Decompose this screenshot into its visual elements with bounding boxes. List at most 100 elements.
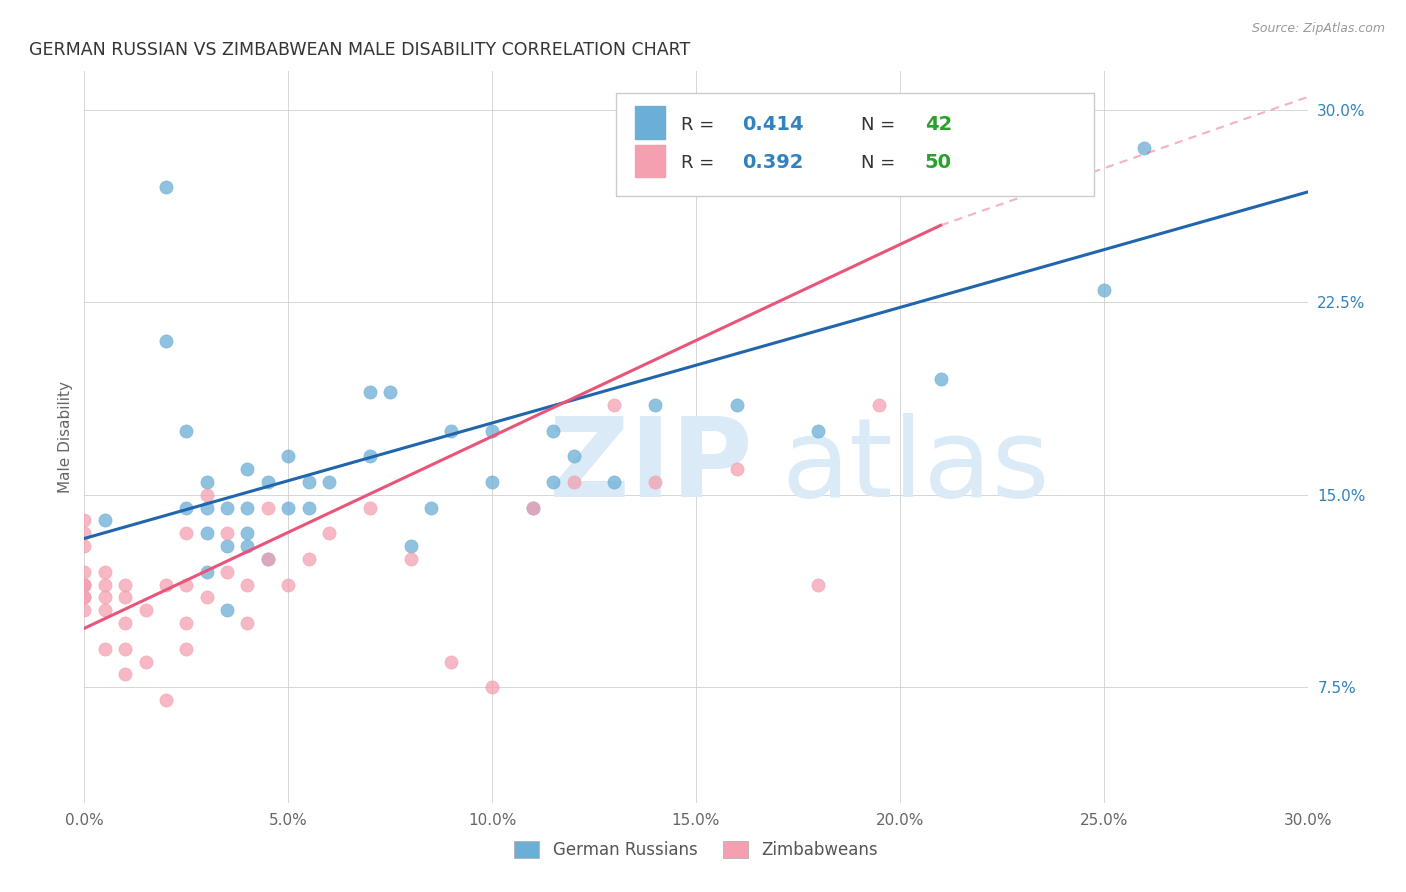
Point: [195, 475, 218, 489]
Point: [114, 616, 136, 631]
Point: [236, 462, 259, 476]
Point: [298, 552, 321, 566]
Point: [73, 577, 96, 591]
Point: [93, 603, 115, 617]
Point: [236, 526, 259, 541]
Point: [277, 500, 299, 515]
Point: [174, 577, 197, 591]
Point: [929, 372, 952, 386]
Point: [155, 179, 177, 194]
Text: 50: 50: [925, 153, 952, 172]
Point: [93, 591, 115, 605]
Point: [277, 577, 299, 591]
Text: GERMAN RUSSIAN VS ZIMBABWEAN MALE DISABILITY CORRELATION CHART: GERMAN RUSSIAN VS ZIMBABWEAN MALE DISABI…: [30, 41, 690, 59]
Point: [73, 591, 96, 605]
Point: [217, 539, 239, 553]
Point: [399, 552, 422, 566]
Point: [481, 681, 503, 695]
Point: [93, 577, 115, 591]
Point: [298, 475, 321, 489]
FancyBboxPatch shape: [636, 106, 665, 139]
Point: [359, 450, 381, 464]
Text: atlas: atlas: [782, 413, 1050, 520]
Point: [174, 424, 197, 438]
Point: [1133, 141, 1156, 155]
Point: [236, 577, 259, 591]
Point: [195, 488, 218, 502]
Point: [318, 475, 340, 489]
Point: [195, 526, 218, 541]
Point: [399, 539, 422, 553]
Point: [359, 500, 381, 515]
Point: [644, 475, 666, 489]
Point: [73, 565, 96, 579]
Point: [174, 641, 197, 656]
Point: [93, 565, 115, 579]
Point: [257, 552, 280, 566]
Point: [522, 500, 544, 515]
Point: [73, 526, 96, 541]
Point: [217, 565, 239, 579]
Point: [440, 424, 463, 438]
Point: [298, 500, 321, 515]
Point: [135, 655, 157, 669]
Point: [440, 655, 463, 669]
Point: [236, 539, 259, 553]
Point: [725, 398, 748, 412]
Point: [93, 641, 115, 656]
Point: [195, 565, 218, 579]
Point: [174, 526, 197, 541]
Text: Source: ZipAtlas.com: Source: ZipAtlas.com: [1251, 22, 1385, 36]
Point: [380, 385, 402, 400]
Point: [543, 424, 565, 438]
Point: [217, 526, 239, 541]
Point: [1092, 283, 1115, 297]
FancyBboxPatch shape: [636, 145, 665, 178]
Text: R =: R =: [682, 116, 720, 134]
Point: [155, 577, 177, 591]
Point: [73, 591, 96, 605]
Point: [236, 616, 259, 631]
Point: [114, 591, 136, 605]
Point: [73, 603, 96, 617]
Point: [277, 450, 299, 464]
Point: [114, 667, 136, 681]
Point: [155, 334, 177, 348]
Point: [236, 500, 259, 515]
Point: [257, 500, 280, 515]
Point: [217, 500, 239, 515]
Point: [543, 475, 565, 489]
Point: [644, 398, 666, 412]
Point: [481, 475, 503, 489]
Point: [257, 475, 280, 489]
Point: [73, 577, 96, 591]
Point: [603, 475, 626, 489]
Text: 0.392: 0.392: [742, 153, 804, 172]
Point: [562, 475, 585, 489]
Point: [155, 693, 177, 707]
Legend: German Russians, Zimbabweans: German Russians, Zimbabweans: [506, 833, 886, 868]
Point: [807, 577, 830, 591]
FancyBboxPatch shape: [616, 94, 1094, 195]
Point: [522, 500, 544, 515]
Point: [93, 514, 115, 528]
Point: [481, 424, 503, 438]
Point: [174, 616, 197, 631]
Point: [562, 450, 585, 464]
Point: [257, 552, 280, 566]
Point: [807, 424, 830, 438]
Y-axis label: Male Disability: Male Disability: [58, 381, 73, 493]
Point: [73, 539, 96, 553]
Text: 42: 42: [925, 115, 952, 135]
Point: [73, 577, 96, 591]
Point: [869, 398, 891, 412]
Text: N =: N =: [860, 153, 901, 172]
Text: R =: R =: [682, 153, 720, 172]
Point: [195, 591, 218, 605]
Text: ZIP: ZIP: [550, 413, 752, 520]
Point: [318, 526, 340, 541]
Point: [420, 500, 443, 515]
Text: 0.414: 0.414: [742, 115, 804, 135]
Point: [174, 500, 197, 515]
Point: [135, 603, 157, 617]
